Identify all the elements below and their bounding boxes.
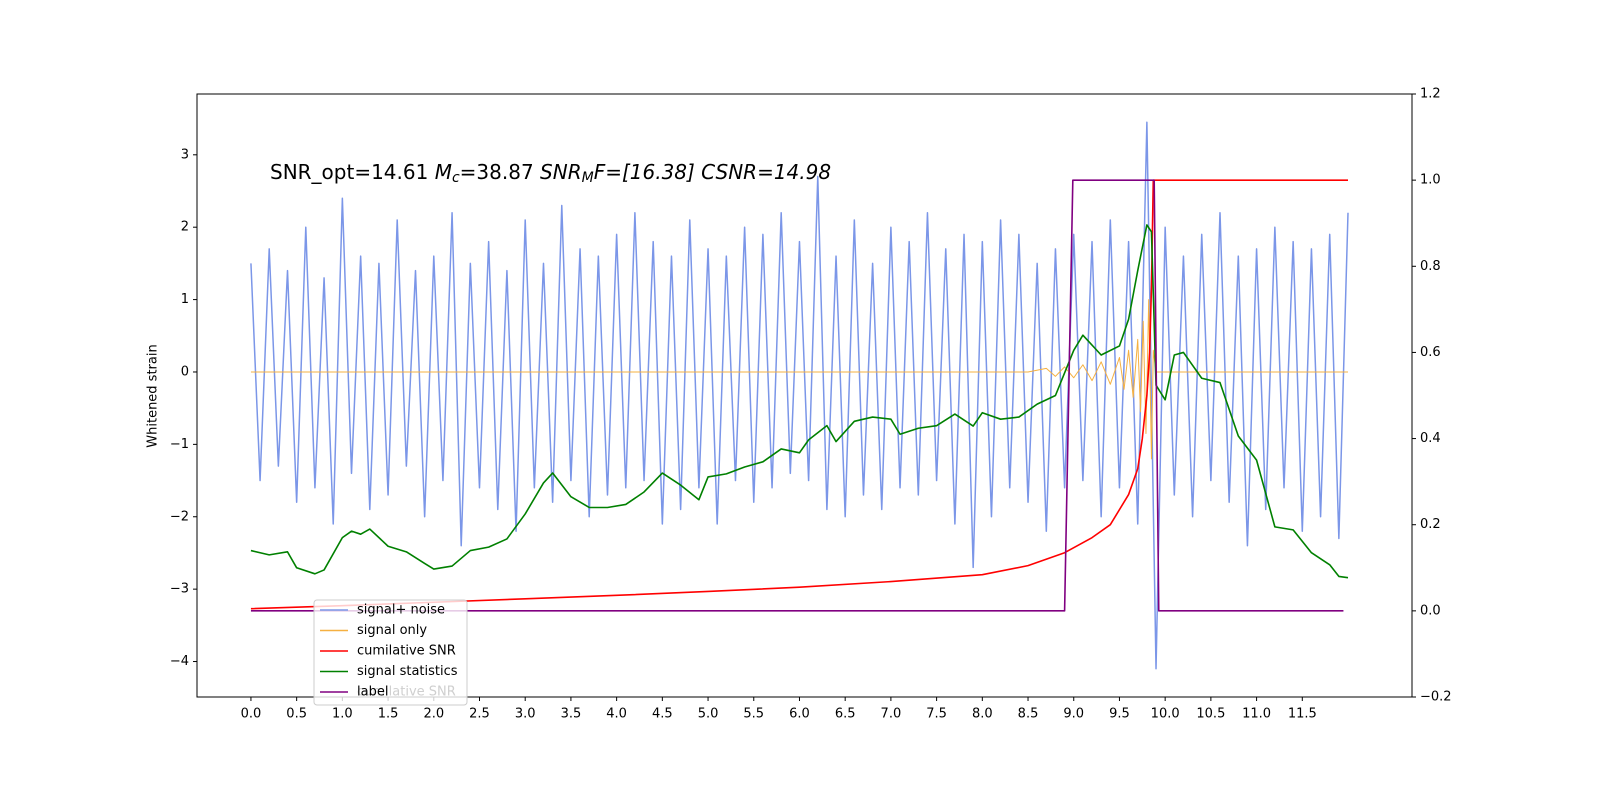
y-tick-label: −2 — [170, 509, 189, 524]
x-tick-label: 1.5 — [378, 707, 399, 722]
y2-tick-label: 1.2 — [1420, 87, 1441, 102]
annotation-part: c — [452, 170, 460, 186]
y-tick-label: 0 — [181, 364, 189, 379]
x-tick-label: 11.0 — [1242, 707, 1271, 722]
y2-tick-label: 1.0 — [1420, 173, 1441, 188]
x-tick-label: 9.0 — [1063, 707, 1084, 722]
y2-tick-label: 0.0 — [1420, 603, 1441, 618]
axes-frame — [196, 93, 1413, 698]
annotation-part: SNR_opt=14.61 — [270, 160, 435, 184]
x-tick-label: 2.5 — [469, 707, 490, 722]
x-tick-label: 4.0 — [606, 707, 627, 722]
x-tick-label: 5.0 — [698, 707, 719, 722]
x-tick-label: 2.0 — [423, 707, 444, 722]
y2-tick-label: −0.2 — [1420, 690, 1452, 705]
y2-tick-label: 0.4 — [1420, 431, 1441, 446]
x-tick-label: 8.0 — [972, 707, 993, 722]
series-line — [250, 299, 1348, 460]
x-tick-label: 10.0 — [1151, 707, 1180, 722]
y-tick-label: 1 — [181, 292, 189, 307]
legend-label: label — [357, 685, 388, 700]
x-tick-label: 0.0 — [241, 707, 262, 722]
y-tick-label: −3 — [170, 582, 189, 597]
plot-area — [250, 121, 1349, 670]
x-tick-label: 7.0 — [881, 707, 902, 722]
x-tick-label: 9.5 — [1109, 707, 1130, 722]
legend-box — [313, 599, 468, 706]
x-tick-label: 3.5 — [561, 707, 582, 722]
series-line — [250, 224, 1349, 579]
annotation-part: F=[16.38] CSNR=14.98 — [594, 160, 831, 184]
annotation-part: SNR — [540, 160, 582, 184]
annotation-part: M — [582, 170, 594, 186]
x-tick-label: 1.0 — [332, 707, 353, 722]
y-tick-label: −1 — [170, 437, 189, 452]
annotation-part: =38.87 — [460, 160, 540, 184]
legend-faded-text: cumilative SNR — [357, 685, 456, 700]
x-tick-label: 5.5 — [743, 707, 764, 722]
legend-label: signal+ noise — [357, 603, 445, 618]
series-line — [250, 179, 1344, 612]
y2-tick-label: 0.8 — [1420, 259, 1441, 274]
x-tick-label: 4.5 — [652, 707, 673, 722]
x-tick-label: 10.5 — [1196, 707, 1225, 722]
x-tick-label: 6.0 — [789, 707, 810, 722]
y-tick-label: −4 — [170, 654, 189, 669]
series-line — [250, 179, 1348, 610]
legend-label: signal only — [357, 623, 427, 638]
annotation: SNR_opt=14.61 Mc=38.87 SNRMF=[16.38] CSN… — [270, 160, 831, 187]
x-tick-label: 8.5 — [1018, 707, 1039, 722]
y2-tick-label: 0.6 — [1420, 345, 1441, 360]
y-tick-label: 3 — [181, 147, 189, 162]
series-line — [250, 121, 1349, 670]
y-tick-label: 2 — [181, 220, 189, 235]
annotation-part: M — [435, 160, 452, 184]
x-tick-label: 3.0 — [515, 707, 536, 722]
legend-label: cumilative SNR — [357, 644, 456, 659]
y2-tick-label: 0.2 — [1420, 517, 1441, 532]
x-tick-label: 7.5 — [926, 707, 947, 722]
x-tick-label: 6.5 — [835, 707, 856, 722]
legend-label: signal statistics — [357, 664, 458, 679]
y-axis-label: Whitened strain — [146, 344, 161, 447]
x-tick-label: 11.5 — [1288, 707, 1317, 722]
x-tick-label: 0.5 — [286, 707, 307, 722]
